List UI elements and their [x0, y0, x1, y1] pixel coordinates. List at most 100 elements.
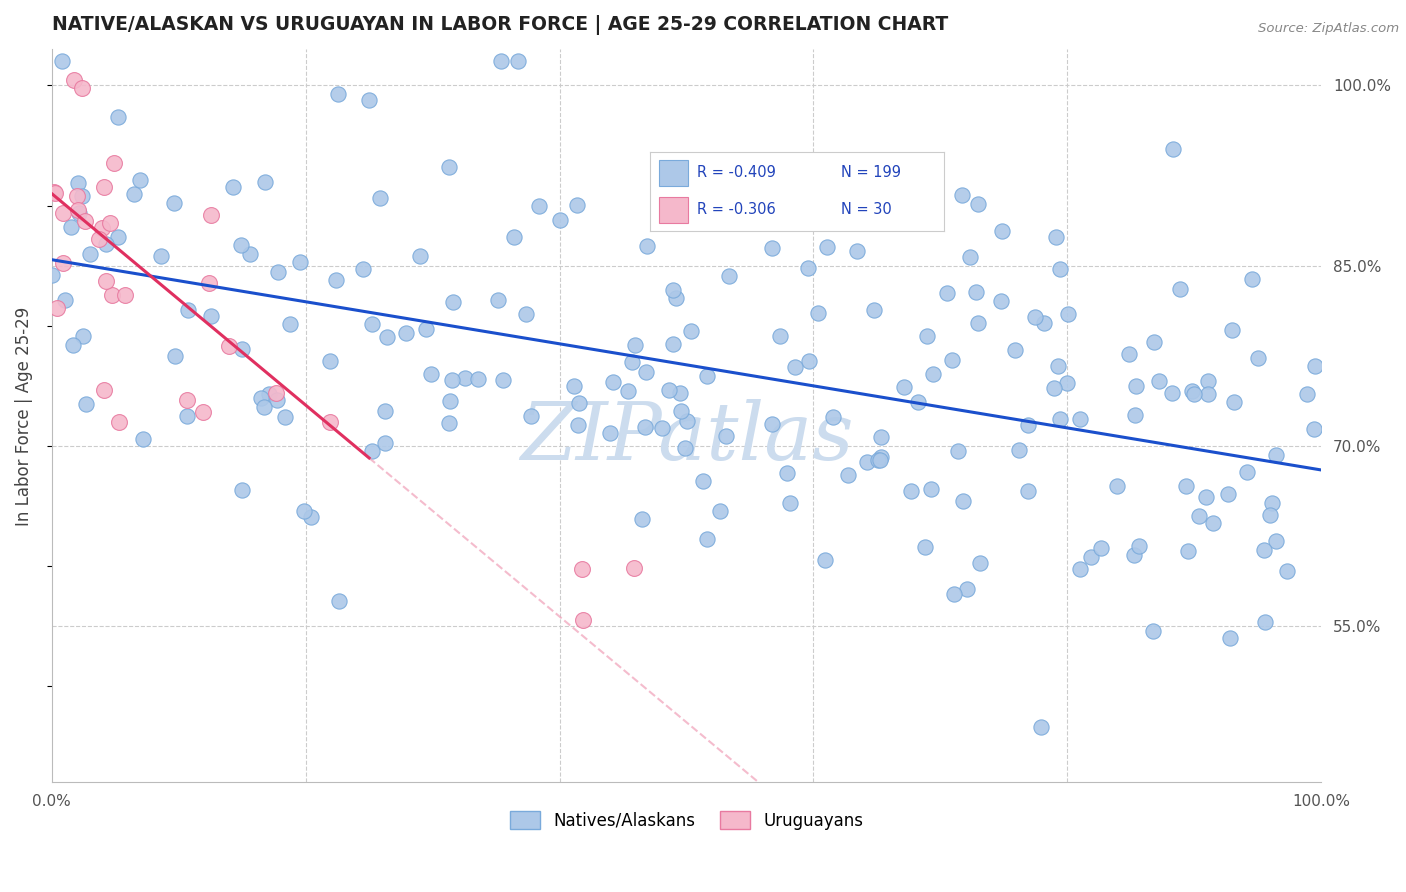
- Point: [52, 206, 75, 220]
- Point: [1033, 316, 1056, 330]
- Point: [94, 275, 117, 289]
- Point: [1177, 544, 1199, 558]
- Point: [503, 229, 526, 244]
- Point: [893, 380, 915, 394]
- Point: [624, 338, 647, 352]
- Point: [98, 216, 121, 230]
- Point: [165, 349, 187, 363]
- Point: [44, 185, 66, 199]
- Text: N = 199: N = 199: [841, 165, 901, 180]
- Text: ZIPatlas: ZIPatlas: [520, 399, 853, 476]
- Point: [1216, 487, 1239, 501]
- Point: [866, 453, 889, 467]
- Point: [1184, 387, 1206, 401]
- Point: [374, 404, 396, 418]
- Point: [662, 283, 685, 297]
- Point: [873, 169, 896, 184]
- Point: [1303, 359, 1326, 373]
- Point: [267, 265, 290, 279]
- Point: [486, 293, 509, 308]
- Point: [716, 428, 738, 442]
- Point: [1017, 483, 1039, 498]
- Point: [1253, 543, 1275, 558]
- Point: [1258, 508, 1281, 522]
- Point: [409, 249, 432, 263]
- Point: [253, 401, 276, 415]
- Point: [114, 288, 136, 302]
- Point: [567, 198, 589, 212]
- Point: [62, 337, 84, 351]
- Point: [1024, 310, 1046, 325]
- Point: [361, 317, 384, 331]
- Point: [319, 415, 342, 429]
- Point: [325, 273, 347, 287]
- Point: [352, 262, 374, 277]
- Point: [769, 329, 792, 343]
- Point: [91, 220, 114, 235]
- Point: [292, 504, 315, 518]
- Point: [1174, 478, 1197, 492]
- Point: [250, 391, 273, 405]
- Point: [94, 236, 117, 251]
- Point: [1265, 534, 1288, 549]
- Point: [572, 613, 595, 627]
- Point: [571, 562, 593, 576]
- Point: [122, 186, 145, 201]
- Point: [1194, 490, 1216, 504]
- Point: [821, 409, 844, 424]
- Point: [492, 373, 515, 387]
- Y-axis label: In Labor Force | Age 25-29: In Labor Force | Age 25-29: [15, 306, 32, 525]
- Point: [520, 409, 543, 423]
- Point: [200, 309, 222, 323]
- Point: [634, 366, 657, 380]
- Point: [129, 173, 152, 187]
- Point: [1004, 343, 1026, 357]
- Point: [489, 54, 512, 69]
- Point: [368, 191, 391, 205]
- Point: [290, 254, 312, 268]
- Point: [1240, 272, 1263, 286]
- Bar: [658, 197, 688, 223]
- Point: [1147, 374, 1170, 388]
- Point: [437, 417, 460, 431]
- Point: [959, 250, 981, 264]
- Point: [191, 405, 214, 419]
- Point: [63, 73, 86, 87]
- Point: [1142, 335, 1164, 350]
- Text: NATIVE/ALASKAN VS URUGUAYAN IN LABOR FORCE | AGE 25-29 CORRELATION CHART: NATIVE/ALASKAN VS URUGUAYAN IN LABOR FOR…: [52, 15, 948, 35]
- Point: [1017, 418, 1039, 433]
- Point: [922, 368, 945, 382]
- Point: [900, 484, 922, 499]
- Point: [328, 87, 350, 102]
- Point: [967, 197, 990, 211]
- Point: [1056, 307, 1078, 321]
- Point: [198, 276, 221, 290]
- Point: [1220, 323, 1243, 337]
- Point: [1161, 142, 1184, 156]
- Point: [814, 553, 837, 567]
- Point: [1142, 624, 1164, 639]
- Point: [1188, 509, 1211, 524]
- Text: N = 30: N = 30: [841, 202, 891, 218]
- Point: [815, 240, 838, 254]
- Point: [914, 540, 936, 554]
- Point: [692, 475, 714, 489]
- Point: [176, 409, 198, 423]
- Point: [93, 383, 115, 397]
- Point: [328, 594, 350, 608]
- Text: R = -0.306: R = -0.306: [697, 202, 776, 218]
- Bar: [658, 160, 688, 186]
- Point: [1261, 496, 1284, 510]
- Point: [807, 306, 830, 320]
- Point: [602, 375, 624, 389]
- Point: [441, 294, 464, 309]
- Point: [231, 343, 253, 357]
- Text: Source: ZipAtlas.com: Source: ZipAtlas.com: [1258, 22, 1399, 36]
- Point: [1123, 409, 1146, 423]
- Point: [717, 269, 740, 284]
- Point: [1045, 229, 1067, 244]
- Point: [696, 369, 718, 384]
- Point: [1236, 465, 1258, 479]
- Point: [257, 387, 280, 401]
- Point: [377, 330, 399, 344]
